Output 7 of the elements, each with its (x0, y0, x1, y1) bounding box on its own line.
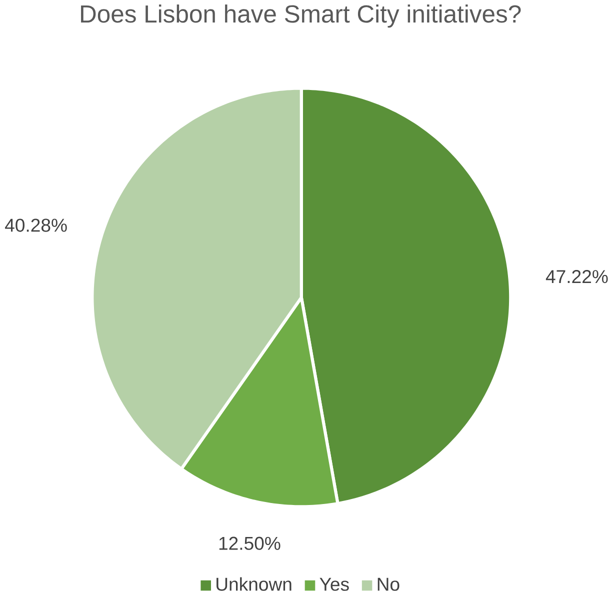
data-label: 12.50% (219, 536, 280, 550)
legend-label: Unknown (216, 577, 292, 591)
data-label: 47.22% (546, 270, 608, 284)
chart-title: Does Lisbon have Smart City initiatives? (81, 4, 521, 28)
legend-label: No (378, 578, 400, 591)
legend-label: Yes (320, 578, 349, 591)
data-label: 40.28% (5, 218, 67, 232)
